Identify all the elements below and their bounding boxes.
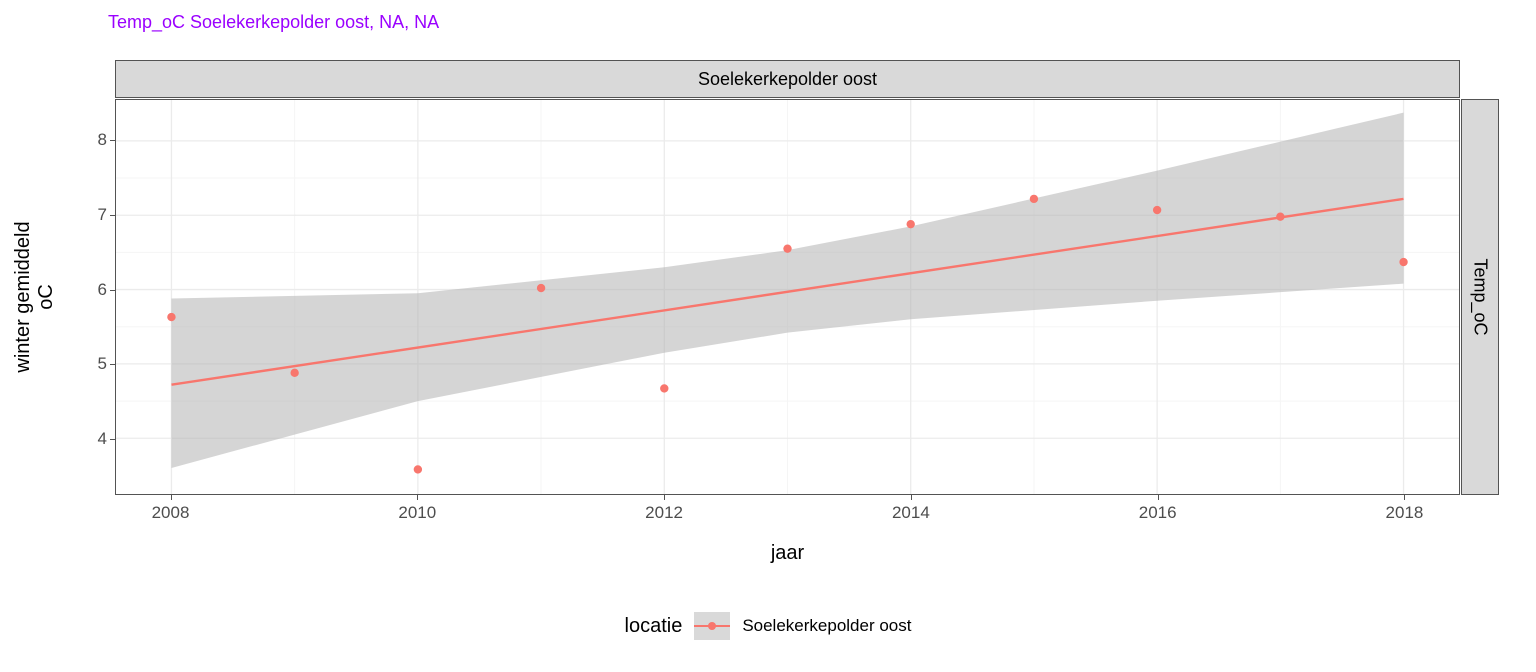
x-tick-mark [1158,495,1159,500]
data-point [414,465,422,473]
y-tick-mark [110,140,115,141]
data-point [1399,258,1407,266]
x-tick-mark [1404,495,1405,500]
x-tick-mark [664,495,665,500]
x-tick-label: 2014 [892,503,930,523]
data-point [290,369,298,377]
y-tick-label: 4 [87,429,107,449]
x-tick-mark [171,495,172,500]
data-point [660,384,668,392]
y-tick-label: 7 [87,205,107,225]
data-point [1276,213,1284,221]
chart-title: Temp_oC Soelekerkepolder oost, NA, NA [108,12,439,33]
x-tick-label: 2016 [1139,503,1177,523]
x-tick-label: 2010 [398,503,436,523]
data-point [783,245,791,253]
facet-strip-top: Soelekerkepolder oost [115,60,1460,98]
x-tick-mark [911,495,912,500]
y-tick-mark [110,290,115,291]
y-tick-mark [110,439,115,440]
legend-key-point-icon [708,622,716,630]
x-tick-label: 2012 [645,503,683,523]
x-axis-title: jaar [115,542,1460,565]
data-point [1153,206,1161,214]
facet-strip-top-label: Soelekerkepolder oost [698,69,877,89]
data-point [537,284,545,292]
facet-strip-right: Temp_oC [1461,99,1499,495]
y-tick-label: 5 [87,354,107,374]
x-tick-mark [417,495,418,500]
chart-container: Temp_oC Soelekerkepolder oost, NA, NA So… [0,0,1536,672]
facet-strip-right-label: Temp_oC [1470,258,1491,335]
y-tick-label: 6 [87,280,107,300]
data-point [167,313,175,321]
legend: locatie Soelekerkepolder oost [0,612,1536,640]
x-tick-label: 2018 [1386,503,1424,523]
data-point [1030,195,1038,203]
legend-title: locatie [625,615,683,638]
y-tick-mark [110,215,115,216]
y-axis-title: winter gemiddeldoC [0,99,70,495]
data-point [907,220,915,228]
plot-panel [115,99,1460,495]
x-tick-label: 2008 [152,503,190,523]
legend-key [694,612,730,640]
y-tick-mark [110,364,115,365]
legend-label: Soelekerkepolder oost [742,616,911,636]
y-tick-label: 8 [87,130,107,150]
